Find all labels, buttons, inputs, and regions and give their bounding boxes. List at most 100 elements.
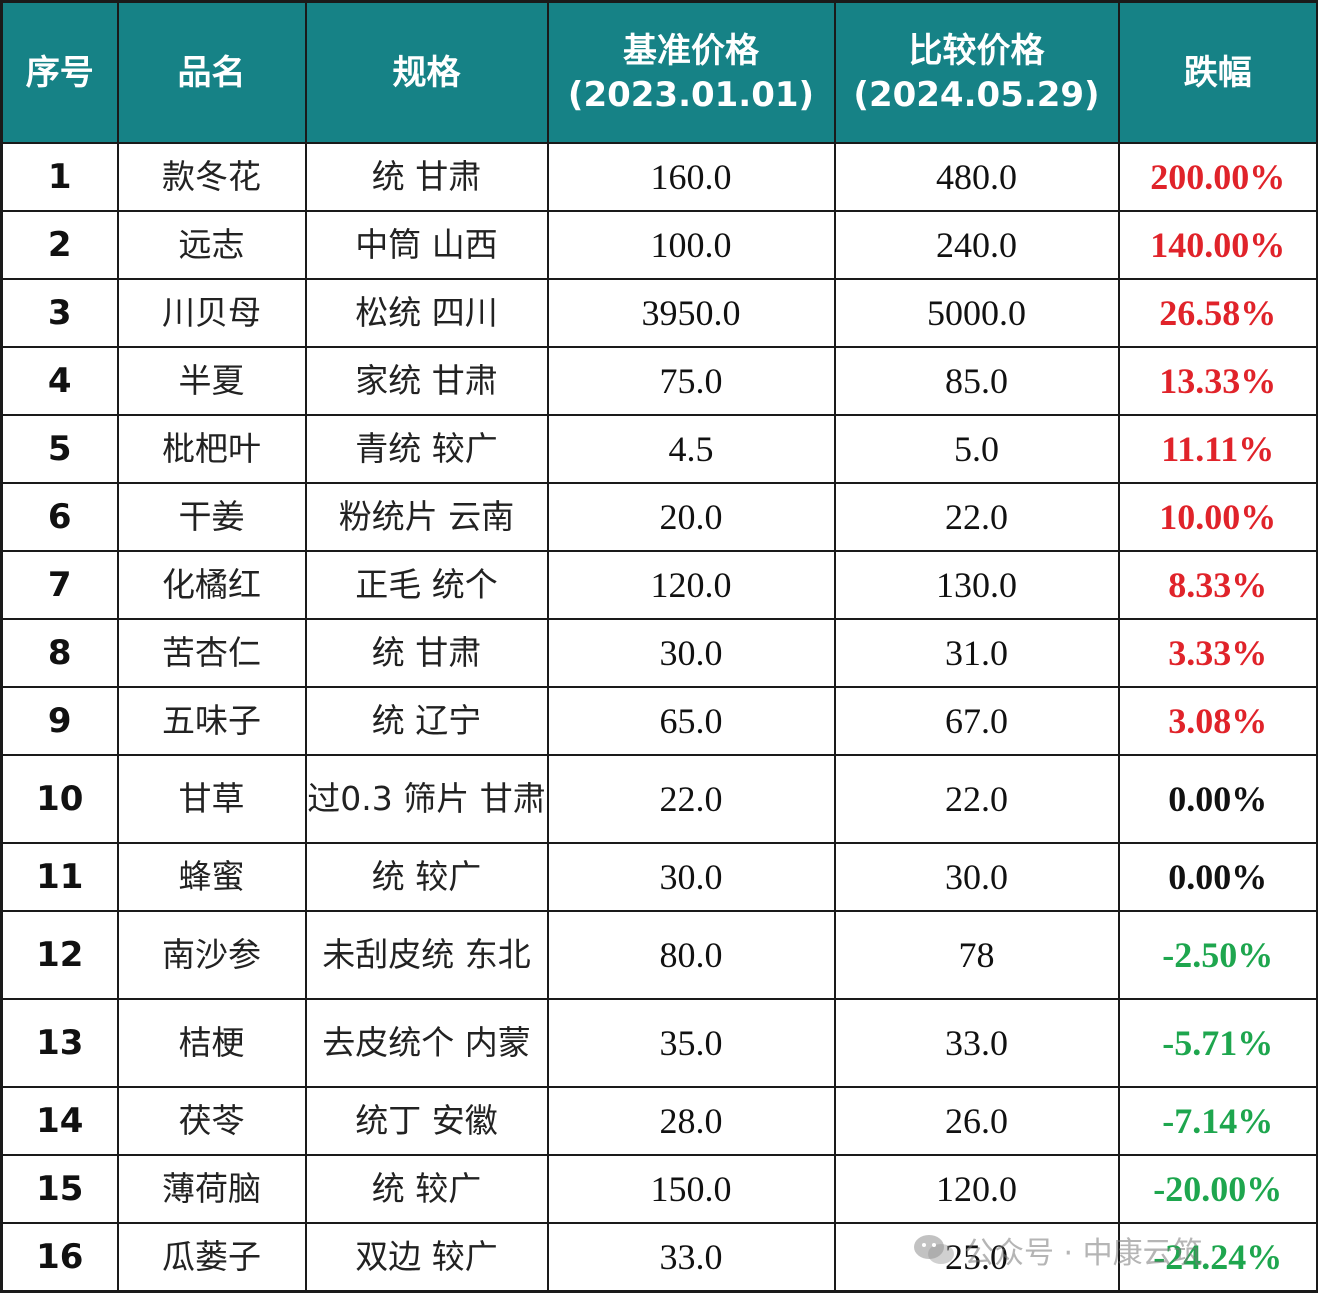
row-base-price: 28.0 <box>546 1086 836 1156</box>
row-compare-price: 78 <box>833 910 1120 1000</box>
row-change: -5.71% <box>1117 998 1318 1088</box>
row-name: 化橘红 <box>116 550 307 620</box>
row-compare-price: 26.0 <box>833 1086 1120 1156</box>
row-name: 五味子 <box>116 686 307 756</box>
row-index: 16 <box>0 1222 119 1292</box>
row-compare-price: 22.0 <box>833 482 1120 552</box>
header-base-price-date: (2023.01.01) <box>567 74 815 115</box>
row-change: 0.00% <box>1117 754 1318 844</box>
row-spec: 中筒 山西 <box>304 210 549 280</box>
header-row: 序号 品名 规格 基准价格 (2023.01.01) 比较价格 (2024.05… <box>0 0 1318 144</box>
row-name: 甘草 <box>116 754 307 844</box>
row-base-price: 150.0 <box>546 1154 836 1224</box>
row-change: -24.24% <box>1117 1222 1318 1292</box>
row-spec: 统丁 安徽 <box>304 1086 549 1156</box>
watermark-text: 公众号 · 中康云筑 <box>964 1236 1203 1271</box>
table-row: 6 干姜 粉统片 云南 20.0 22.0 10.00% <box>0 482 1318 552</box>
row-compare-price: 240.0 <box>833 210 1120 280</box>
row-index: 9 <box>0 686 119 756</box>
row-compare-price: 67.0 <box>833 686 1120 756</box>
row-change: 200.00% <box>1117 142 1318 212</box>
header-index: 序号 <box>0 0 119 144</box>
row-change: 8.33% <box>1117 550 1318 620</box>
row-change: 3.33% <box>1117 618 1318 688</box>
row-spec: 双边 较广 <box>304 1222 549 1292</box>
table-row: 1 款冬花统 甘肃 160.0 480.0 200.00% <box>0 142 1318 212</box>
table-row: 9 五味子统 辽宁 65.0 67.0 3.08% <box>0 686 1318 756</box>
row-name: 远志 <box>116 210 307 280</box>
row-compare-price: 30.0 <box>833 842 1120 912</box>
row-spec: 粉统片 云南 <box>304 482 549 552</box>
row-base-price: 4.5 <box>546 414 836 484</box>
row-change: 11.11% <box>1117 414 1318 484</box>
row-compare-price: 5.0 <box>833 414 1120 484</box>
row-index: 13 <box>0 998 119 1088</box>
header-base-price: 基准价格 (2023.01.01) <box>546 0 836 144</box>
row-compare-price: 480.0 <box>833 142 1120 212</box>
table-row: 11 蜂蜜统 较广 30.0 30.0 0.00% <box>0 842 1318 912</box>
row-spec: 去皮统个 内蒙 <box>304 998 549 1088</box>
row-base-price: 30.0 <box>546 618 836 688</box>
row-index: 12 <box>0 910 119 1000</box>
table-row: 8 苦杏仁统 甘肃 30.0 31.0 3.33% <box>0 618 1318 688</box>
row-index: 1 <box>0 142 119 212</box>
row-spec: 统 较广 <box>304 1154 549 1224</box>
table-row: 3 川贝母 松统 四川 3950.0 5000.0 26.58% <box>0 278 1318 348</box>
row-compare-price: 33.0 <box>833 998 1120 1088</box>
row-name: 款冬花 <box>116 142 307 212</box>
row-spec: 统 甘肃 <box>304 618 549 688</box>
row-name: 桔梗 <box>116 998 307 1088</box>
row-compare-price: 5000.0 <box>833 278 1120 348</box>
header-compare-price-date: (2024.05.29) <box>853 74 1100 115</box>
row-base-price: 120.0 <box>546 550 836 620</box>
row-name: 川贝母 <box>116 278 307 348</box>
row-index: 2 <box>0 210 119 280</box>
row-index: 6 <box>0 482 119 552</box>
wechat-icon <box>914 1235 954 1264</box>
row-spec: 松统 四川 <box>304 278 549 348</box>
row-base-price: 35.0 <box>546 998 836 1088</box>
row-base-price: 65.0 <box>546 686 836 756</box>
row-compare-price: 85.0 <box>833 346 1120 416</box>
row-base-price: 3950.0 <box>546 278 836 348</box>
row-spec: 过0.3 筛片 甘肃 <box>304 754 549 844</box>
row-index: 8 <box>0 618 119 688</box>
row-base-price: 160.0 <box>546 142 836 212</box>
row-base-price: 80.0 <box>546 910 836 1000</box>
row-index: 15 <box>0 1154 119 1224</box>
row-change: 26.58% <box>1117 278 1318 348</box>
row-spec: 未刮皮统 东北 <box>304 910 549 1000</box>
row-base-price: 75.0 <box>546 346 836 416</box>
header-base-price-title: 基准价格 <box>623 30 759 71</box>
row-index: 14 <box>0 1086 119 1156</box>
row-change: -2.50% <box>1117 910 1318 1000</box>
row-name: 茯苓 <box>116 1086 307 1156</box>
header-compare-price-title: 比较价格 <box>908 30 1045 71</box>
row-compare-price: 31.0 <box>833 618 1120 688</box>
row-compare-price: 25.0 <box>833 1222 1120 1292</box>
table-row: 7 化橘红 正毛 统个 120.0 130.0 8.33% <box>0 550 1318 620</box>
table-row: 16 瓜蒌子 双边 较广 33.0 25.0 -24.24% <box>0 1222 1318 1292</box>
row-base-price: 20.0 <box>546 482 836 552</box>
row-name: 半夏 <box>116 346 307 416</box>
header-change: 跌幅 <box>1117 0 1318 144</box>
row-base-price: 22.0 <box>546 754 836 844</box>
row-name: 薄荷脑 <box>116 1154 307 1224</box>
row-index: 7 <box>0 550 119 620</box>
row-base-price: 30.0 <box>546 842 836 912</box>
row-change: 10.00% <box>1117 482 1318 552</box>
header-name: 品名 <box>116 0 307 144</box>
row-spec: 青统 较广 <box>304 414 549 484</box>
row-name: 枇杷叶 <box>116 414 307 484</box>
row-spec: 家统 甘肃 <box>304 346 549 416</box>
table-row: 13 桔梗 去皮统个 内蒙 35.0 33.0 -5.71% <box>0 998 1318 1088</box>
row-name: 干姜 <box>116 482 307 552</box>
table-row: 5 枇杷叶 青统 较广 4.5 5.0 11.11% <box>0 414 1318 484</box>
row-spec: 统 辽宁 <box>304 686 549 756</box>
row-index: 3 <box>0 278 119 348</box>
row-compare-price: 120.0 <box>833 1154 1120 1224</box>
row-name: 蜂蜜 <box>116 842 307 912</box>
table-body: 1 款冬花统 甘肃 160.0 480.0 200.00% 2 远志 中筒 山西 100.0 24… <box>0 142 1318 1292</box>
row-compare-price: 22.0 <box>833 754 1120 844</box>
